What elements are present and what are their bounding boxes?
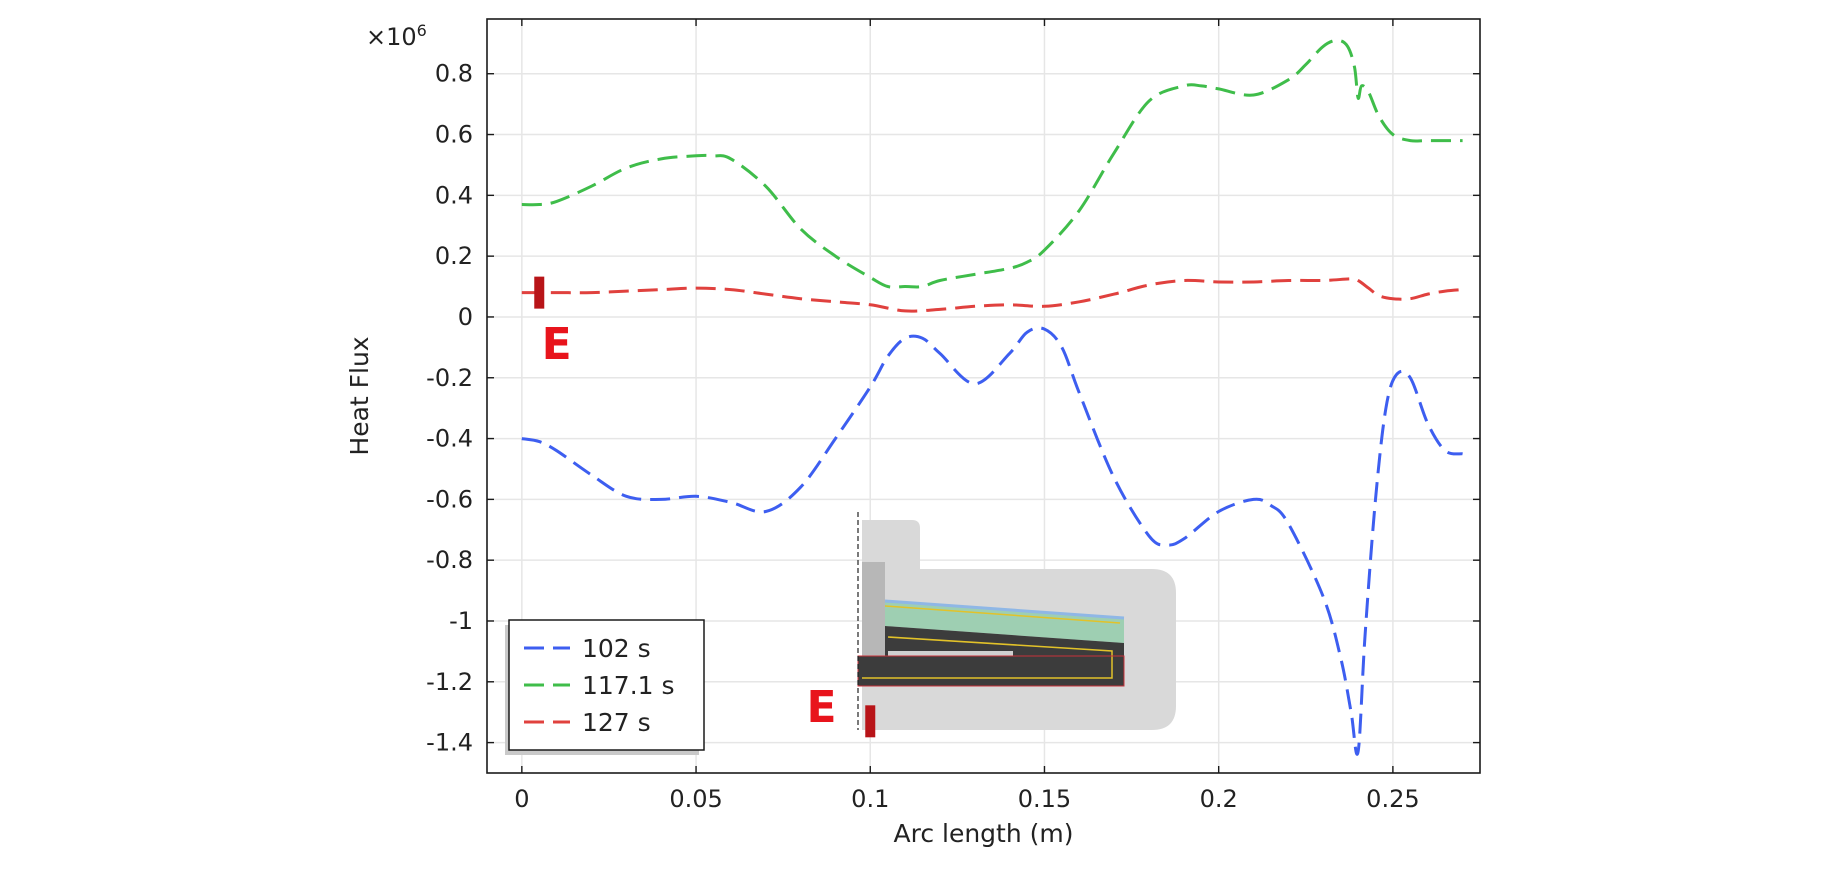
- y-tick-label: 0: [458, 303, 473, 331]
- legend-label-2: 117.1 s: [582, 671, 675, 700]
- x-axis-ticks: 0 0.05 0.1 0.15 0.2 0.25: [514, 19, 1420, 813]
- y-tick-label: -0.8: [426, 546, 473, 574]
- x-axis-label: Arc length (m): [893, 819, 1073, 848]
- y-tick-label: -0.6: [426, 485, 473, 513]
- legend: 102 s 117.1 s 127 s: [505, 619, 705, 755]
- y-tick-label: 0.6: [435, 121, 473, 149]
- x-tick-label: 0.05: [669, 785, 722, 813]
- legend-items: 102 s 117.1 s 127 s: [524, 634, 675, 737]
- y-tick-label: -1: [449, 607, 473, 635]
- y-multiplier-exponent: 6: [417, 21, 427, 40]
- inset-green-layer: [885, 601, 1124, 643]
- x-tick-label: 0.1: [851, 785, 889, 813]
- legend-label-3: 127 s: [582, 708, 651, 737]
- series-line-1: [521, 326, 1463, 756]
- inset-light-strip: [888, 651, 1013, 656]
- x-tick-label: 0.25: [1366, 785, 1419, 813]
- x-tick-label: 0.2: [1200, 785, 1238, 813]
- series-line-2: [521, 38, 1463, 289]
- y-tick-label: -0.4: [426, 425, 473, 453]
- inset-dark-core: [858, 656, 1124, 686]
- y-tick-label: -1.4: [426, 729, 473, 757]
- inset-left-wall: [862, 562, 885, 662]
- annotation-marker-1: [534, 276, 545, 309]
- series-layer: [521, 38, 1463, 756]
- annotation-label-1: E: [542, 319, 572, 370]
- y-multiplier-base: ×10: [366, 23, 417, 51]
- inset-blue-edge: [884, 599, 1125, 620]
- annotations: EE: [534, 276, 876, 738]
- y-multiplier: ×106: [366, 21, 427, 51]
- inset-yellow-upper: [884, 605, 1121, 624]
- x-tick-label: 0: [514, 785, 529, 813]
- plot-frame: [486, 18, 1481, 774]
- geometry-inset: [857, 512, 1176, 730]
- x-tick-label: 0.15: [1018, 785, 1071, 813]
- y-axis-ticks: -1.4 -1.2 -1 -0.8 -0.6 -0.4 -0.2 0 0.2 0.4 0.6 0.8: [426, 60, 1480, 757]
- annotation-label-2: E: [806, 682, 836, 733]
- inset-yellow-loop: [862, 636, 1113, 679]
- y-tick-label: 0.8: [435, 60, 473, 88]
- legend-label-1: 102 s: [582, 634, 651, 663]
- y-tick-label: -0.2: [426, 364, 473, 392]
- inset-red-outline: [857, 655, 1125, 687]
- y-tick-label: -1.2: [426, 668, 473, 696]
- y-tick-label: 0.2: [435, 242, 473, 270]
- y-tick-label: 0.4: [435, 181, 473, 209]
- y-axis-label: Heat Flux: [345, 336, 374, 455]
- series-line-3: [521, 277, 1463, 313]
- annotation-marker-2: [865, 705, 876, 738]
